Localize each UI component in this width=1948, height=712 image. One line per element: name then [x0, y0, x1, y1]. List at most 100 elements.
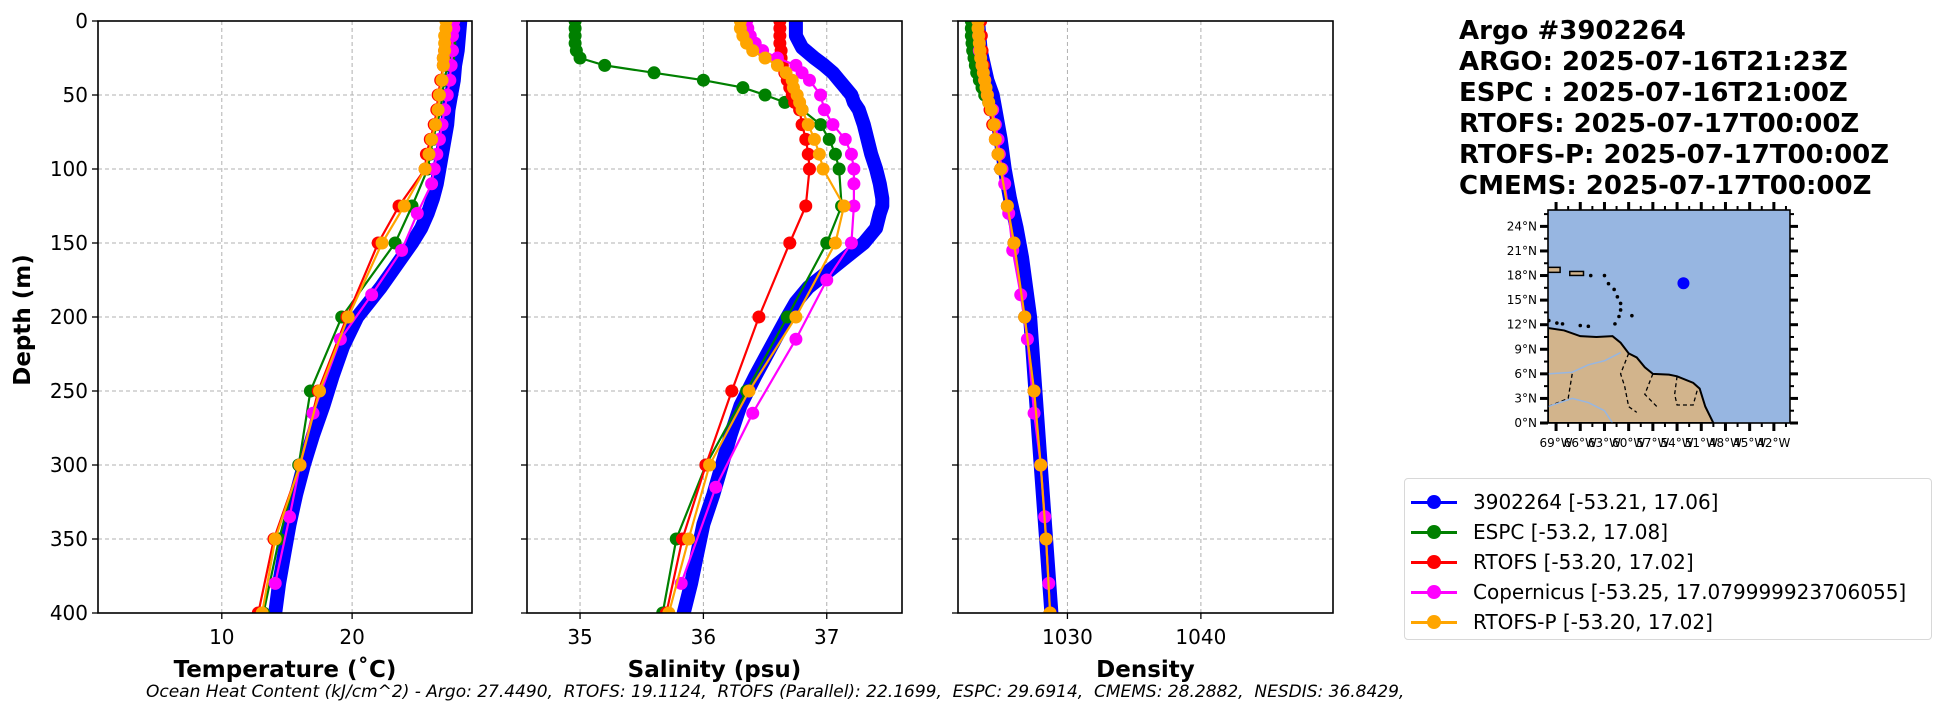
x-tick-label: 36 [691, 625, 716, 649]
espc-time: ESPC : 2025-07-16T21:00Z [1459, 78, 1848, 108]
data-point-espc [822, 132, 836, 146]
legend-marker-icon [1411, 522, 1457, 542]
data-point-rtofs-p [435, 73, 449, 87]
data-point-copernicus [844, 147, 858, 161]
legend-label: RTOFS-P [-53.20, 17.02] [1473, 610, 1713, 634]
data-point-rtofs-p [375, 236, 389, 250]
data-point-copernicus [268, 576, 282, 590]
map-river [1548, 397, 1614, 423]
plot-frame [526, 20, 903, 614]
data-point-rtofs-p [341, 310, 355, 324]
rtofs-p-time: RTOFS-P: 2025-07-17T00:00Z [1459, 140, 1890, 170]
data-point-rtofs-p [795, 103, 809, 117]
map-lon-label: 60°W [1612, 436, 1645, 450]
legend-marker-icon [1411, 552, 1457, 572]
map-lat-label: 3°N [1514, 391, 1537, 405]
legend-marker-icon [1411, 612, 1457, 632]
data-point-rtofs-p [418, 162, 432, 176]
data-point-copernicus [365, 288, 379, 302]
map-island [1617, 314, 1621, 319]
data-point-rtofs-p [991, 147, 1005, 161]
data-point-rtofs-p [1018, 310, 1032, 324]
float-title: Argo #3902264 [1459, 16, 1686, 46]
legend-label: Copernicus [-53.25, 17.079999923706055] [1473, 580, 1907, 604]
legend-marker-icon [1411, 492, 1457, 512]
y-tick-label: 150 [50, 231, 88, 255]
data-point-rtofs-p [431, 103, 445, 117]
data-point-copernicus [427, 162, 441, 176]
data-point-rtofs-p [662, 606, 676, 613]
data-point-copernicus [410, 206, 424, 220]
y-tick-label: 400 [50, 601, 88, 625]
map-lat-label: 21°N [1507, 244, 1537, 258]
data-point-rtofs-p [268, 532, 282, 546]
map-island [1618, 301, 1623, 306]
data-point-rtofs-p [801, 118, 815, 132]
map-island [1569, 270, 1585, 277]
data-point-rtofs-p [425, 132, 439, 146]
data-point-rtofs [802, 162, 816, 176]
data-point-rtofs-p [1039, 532, 1053, 546]
data-point-rtofs-p [429, 118, 443, 132]
y-tick-label: 100 [50, 157, 88, 181]
map-island [1588, 273, 1593, 278]
y-tick-label: 300 [50, 453, 88, 477]
data-point-rtofs-p [994, 162, 1008, 176]
data-point-espc [828, 147, 842, 161]
data-point-copernicus [1027, 406, 1041, 420]
cmems-time: CMEMS: 2025-07-17T00:00Z [1459, 171, 1872, 201]
data-point-rtofs-p [742, 384, 756, 398]
map-lat-label: 12°N [1507, 318, 1537, 332]
map-lon-label: 51°W [1685, 436, 1718, 450]
data-point-rtofs [783, 236, 797, 250]
map-island [1613, 322, 1617, 326]
data-point-espc [832, 162, 846, 176]
data-point-copernicus [817, 103, 831, 117]
data-point-rtofs [801, 147, 815, 161]
x-tick-label: 20 [339, 625, 364, 649]
data-point-rtofs-p [1027, 384, 1041, 398]
y-tick-label: 250 [50, 379, 88, 403]
x-axis-title: Temperature (˚C) [174, 656, 397, 683]
data-point-copernicus [746, 406, 760, 420]
float-location-marker [1677, 277, 1690, 290]
map-island [1548, 266, 1561, 274]
data-point-rtofs-p [1000, 199, 1014, 213]
legend-item-rtofs-p: RTOFS-P [-53.20, 17.02] [1405, 607, 1713, 637]
legend-item-argo: 3902264 [-53.21, 17.06] [1405, 487, 1718, 517]
data-point-espc [814, 118, 828, 132]
map-lon-label: 57°W [1636, 436, 1669, 450]
data-point-rtofs-p [1043, 606, 1057, 613]
x-tick-label: 10 [209, 625, 234, 649]
x-tick-label: 1030 [1042, 625, 1093, 649]
data-point-rtofs-p [837, 199, 851, 213]
legend: 3902264 [-53.21, 17.06] ESPC [-53.2, 17.… [1404, 478, 1932, 640]
data-point-espc [758, 88, 772, 102]
map-island [1612, 287, 1616, 292]
map-island [1586, 324, 1591, 329]
depth-axis-title: Depth (m) [10, 254, 36, 386]
series-line-3902264 [676, 21, 890, 613]
data-point-rtofs-p [682, 532, 696, 546]
data-point-rtofs-p [987, 118, 1001, 132]
data-point-rtofs-p [313, 384, 327, 398]
x-axis-title: Salinity (psu) [628, 657, 802, 683]
map-lat-label: 9°N [1514, 342, 1537, 356]
legend-label: RTOFS [-53.20, 17.02] [1473, 550, 1694, 574]
y-tick-label: 0 [75, 9, 88, 33]
map-lon-label: 42°W [1757, 436, 1790, 450]
map-island [1560, 322, 1565, 326]
data-point-copernicus [395, 243, 409, 257]
map-island [1578, 323, 1583, 328]
map-border [1548, 373, 1573, 408]
data-point-rtofs-p [988, 132, 1002, 146]
legend-item-espc: ESPC [-53.2, 17.08] [1405, 517, 1668, 547]
temperature-profile: 0 50 100 150 200 250 300 350 400 10 20 Temperature … [50, 9, 473, 683]
data-point-copernicus [998, 177, 1012, 191]
data-point-espc [598, 58, 612, 72]
map-border [1673, 376, 1698, 406]
map-lat-label: 6°N [1514, 367, 1537, 381]
map-lat-label: 18°N [1507, 269, 1537, 283]
map-border [1619, 353, 1638, 413]
